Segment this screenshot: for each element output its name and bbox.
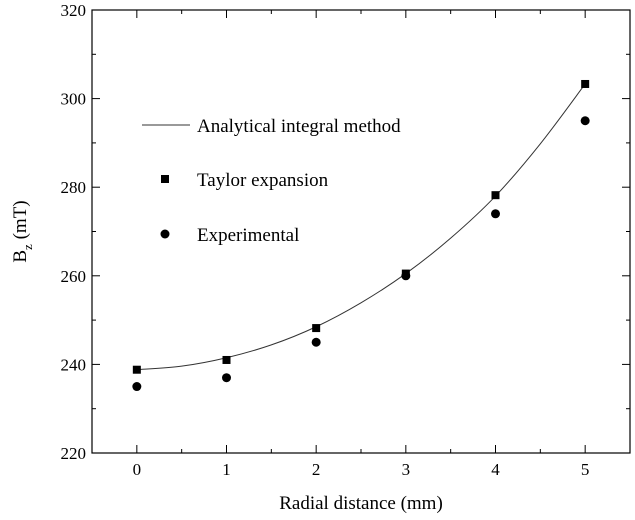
taylor-point (312, 324, 321, 333)
series-line-analytical (136, 83, 586, 371)
y-tick-label: 280 (61, 178, 87, 197)
tick-labels: 0 1 2 3 4 5 220 240 260 280 300 320 (61, 1, 590, 479)
markers (132, 79, 590, 392)
legend: Analytical integral method Taylor expans… (142, 116, 401, 246)
taylor-point (132, 365, 141, 374)
x-tick-label: 1 (222, 460, 231, 479)
ticks (91, 9, 631, 454)
x-tick-label: 3 (402, 460, 411, 479)
y-tick-label: 300 (61, 90, 87, 109)
y-axis-label: Bz (mT) (10, 200, 35, 262)
taylor-point (581, 79, 590, 88)
x-tick-label: 2 (312, 460, 321, 479)
experimental-point (401, 271, 411, 281)
y-axis-label-unit: (mT) (10, 200, 31, 244)
y-axis-label-subscript: z (20, 244, 35, 250)
x-tick-label: 5 (581, 460, 590, 479)
taylor-point (491, 191, 500, 200)
experimental-point (311, 337, 321, 347)
y-tick-label: 240 (61, 355, 87, 374)
legend-square-marker (161, 175, 169, 183)
x-axis-label: Radial distance (mm) (279, 493, 443, 514)
y-tick-label: 260 (61, 267, 87, 286)
y-tick-label: 320 (61, 1, 87, 20)
legend-label-analytical: Analytical integral method (197, 116, 401, 137)
experimental-point (222, 373, 231, 383)
y-tick-label: 220 (61, 444, 87, 463)
experimental-point (580, 116, 590, 126)
experimental-point (491, 209, 500, 219)
legend-label-taylor: Taylor expansion (197, 170, 329, 191)
legend-circle-marker (160, 229, 170, 239)
plot-frame (91, 9, 631, 454)
x-tick-label: 4 (491, 460, 500, 479)
x-tick-label: 0 (133, 460, 142, 479)
y-axis-label-main: B (10, 250, 31, 263)
taylor-point (222, 355, 231, 364)
legend-label-experimental: Experimental (197, 225, 299, 246)
experimental-point (132, 382, 142, 392)
